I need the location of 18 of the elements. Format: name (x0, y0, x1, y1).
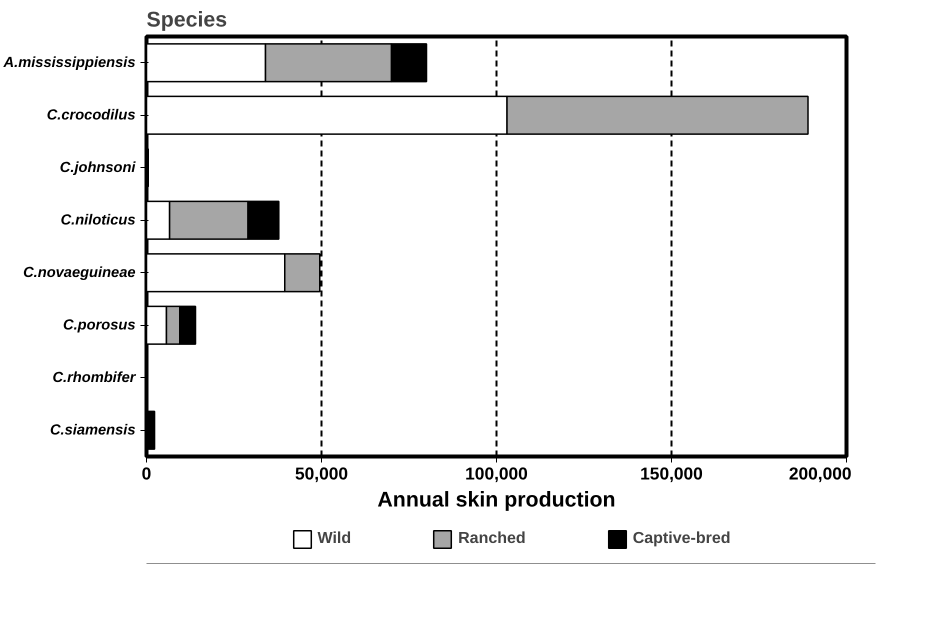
y-tick-label: C.crocodilus (46, 107, 136, 124)
y-tick-label: C.porosus (63, 317, 136, 334)
x-tick-label: 100,000 (465, 464, 528, 484)
y-axis-title: Species (146, 8, 228, 32)
x-tick-label: 50,000 (295, 464, 348, 484)
y-tick-label: A.mississippiensis (2, 54, 136, 71)
legend-label: Wild (318, 530, 352, 548)
y-tick-label: C.johnsoni (60, 160, 136, 176)
x-tick-label: 200,000 (788, 464, 852, 484)
y-tick-label: C.siamensis (50, 422, 136, 438)
x-tick-label: 150,000 (640, 464, 703, 484)
y-tick-label: C.niloticus (60, 212, 136, 228)
x-axis-title: Annual skin production (377, 488, 616, 512)
y-tick-label: C.rhombifer (52, 370, 137, 386)
x-tick-label: 0 (142, 464, 152, 484)
y-tick-label: C.novaeguineae (23, 264, 136, 281)
legend-label: Captive-bred (632, 530, 730, 548)
legend-label: Ranched (458, 530, 526, 548)
